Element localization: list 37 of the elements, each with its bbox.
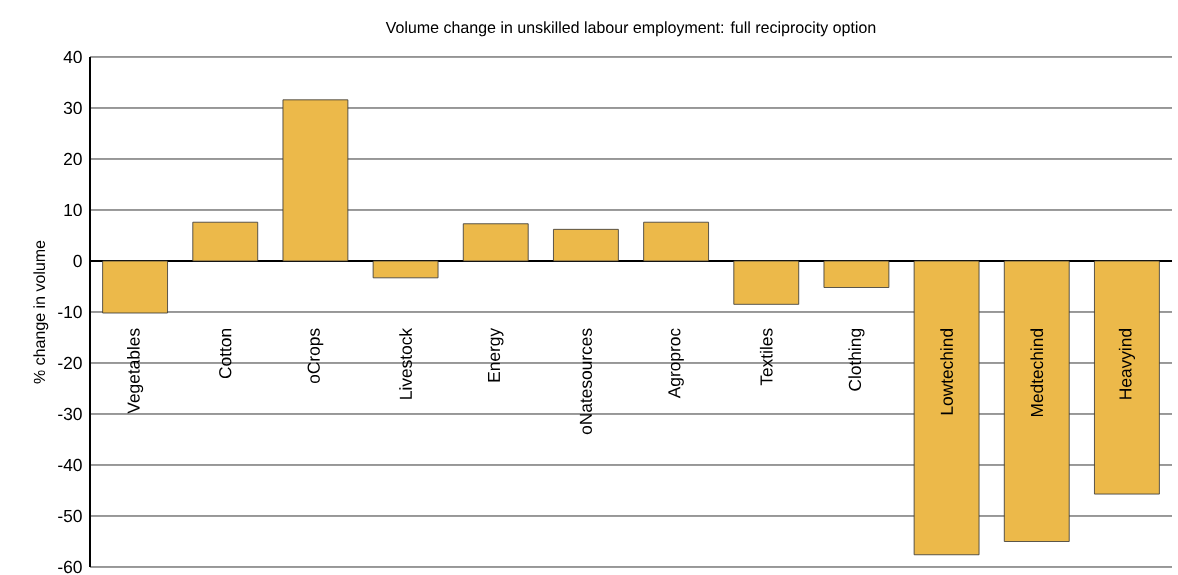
bar — [733, 260, 800, 305]
bar — [1003, 260, 1070, 542]
x-tick-label: Lowtechind — [940, 329, 953, 415]
x-tick-label: Clothing — [848, 329, 865, 391]
x-tick-label: Agroproc — [668, 328, 684, 399]
bar — [823, 260, 890, 288]
y-tick-label: -30 — [58, 407, 82, 421]
y-tick-label: -20 — [58, 356, 82, 370]
bar — [462, 223, 529, 262]
x-tick-label: Cotton — [219, 329, 232, 379]
bar — [102, 260, 168, 314]
y-tick-label: -50 — [58, 509, 82, 523]
x-tick-label: Energy — [488, 327, 504, 382]
x-tick-label: oCrops — [307, 328, 324, 384]
bar — [372, 260, 439, 279]
bar — [192, 221, 259, 262]
bar — [282, 99, 349, 262]
y-tick-label: 30 — [63, 101, 82, 115]
y-tick-label: 20 — [64, 152, 82, 166]
bar — [643, 221, 709, 262]
y-tick-label: -60 — [58, 560, 82, 574]
x-tick-label: oNatesources — [579, 328, 592, 435]
y-axis-title: % change in volume — [33, 240, 49, 384]
y-tick-label: -40 — [58, 458, 82, 472]
x-tick-label: Textiles — [759, 328, 773, 386]
x-tick-label: Livestock — [399, 327, 412, 399]
bar — [1094, 260, 1160, 495]
y-tick-label: 10 — [64, 203, 82, 217]
bar — [553, 228, 619, 262]
bar — [913, 260, 980, 556]
chart-title: Volume change in unskilled labour employment: full reciprocity option — [385, 21, 876, 37]
y-tick-label: 0 — [73, 254, 82, 268]
x-tick-label: Vegetables — [127, 328, 144, 414]
y-tick-label: -10 — [58, 305, 82, 319]
x-tick-label: Heavyind — [1118, 329, 1136, 399]
x-tick-label: Medtechind — [1030, 329, 1044, 417]
y-tick-label: 40 — [63, 50, 82, 64]
